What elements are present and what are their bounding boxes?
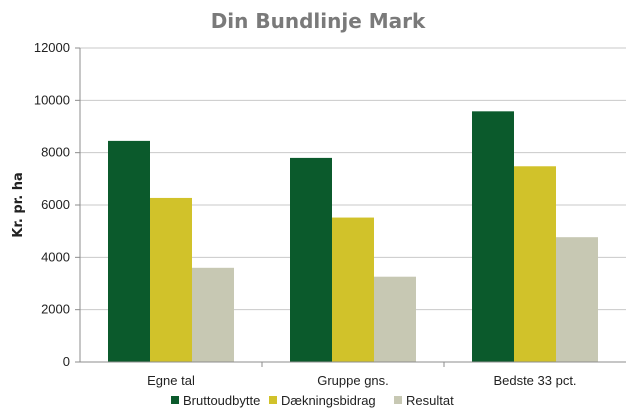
- legend: Bruttoudbytte Dækningsbidrag Resultat: [171, 393, 454, 408]
- y-tick-label: 8000: [41, 145, 70, 160]
- bar-bruttoudbytte-2: [290, 157, 332, 362]
- bar-bruttoudbytte-1: [108, 140, 150, 362]
- y-axis-label: Kr. pr. ha: [11, 172, 26, 237]
- legend-swatch-resultat: [394, 396, 402, 404]
- bar-resultat-1: [192, 267, 234, 362]
- bar-bruttoudbytte-3: [472, 111, 514, 362]
- legend-label-resultat: Resultat: [406, 393, 454, 408]
- bar-dækningsbidrag-3: [514, 166, 556, 362]
- bar-dækningsbidrag-1: [150, 197, 192, 362]
- bar-resultat-2: [374, 276, 416, 362]
- legend-label-dækningsbidrag: Dækningsbidrag: [281, 393, 376, 408]
- legend-label-bruttoudbytte: Bruttoudbytte: [183, 393, 260, 408]
- x-axis-ticks: Egne tal Gruppe gns. Bedste 33 pct.: [147, 362, 577, 388]
- y-tick-label: 12000: [34, 40, 70, 55]
- bar-resultat-3: [556, 237, 598, 362]
- legend-swatch-dækningsbidrag: [269, 396, 277, 404]
- bar-dækningsbidrag-2: [332, 217, 374, 362]
- x-tick-label: Egne tal: [147, 373, 195, 388]
- y-tick-label: 4000: [41, 249, 70, 264]
- bars: [108, 111, 598, 362]
- legend-swatch-bruttoudbytte: [171, 396, 179, 404]
- y-tick-label: 2000: [41, 302, 70, 317]
- y-tick-label: 6000: [41, 197, 70, 212]
- x-tick-label: Gruppe gns.: [317, 373, 389, 388]
- y-tick-label: 0: [63, 354, 70, 369]
- x-tick-label: Bedste 33 pct.: [493, 373, 576, 388]
- y-axis-ticks: 0 2000 4000 6000 8000 10000 12000: [34, 40, 81, 369]
- chart-title: Din Bundlinje Mark: [211, 9, 426, 33]
- y-tick-label: 10000: [34, 92, 70, 107]
